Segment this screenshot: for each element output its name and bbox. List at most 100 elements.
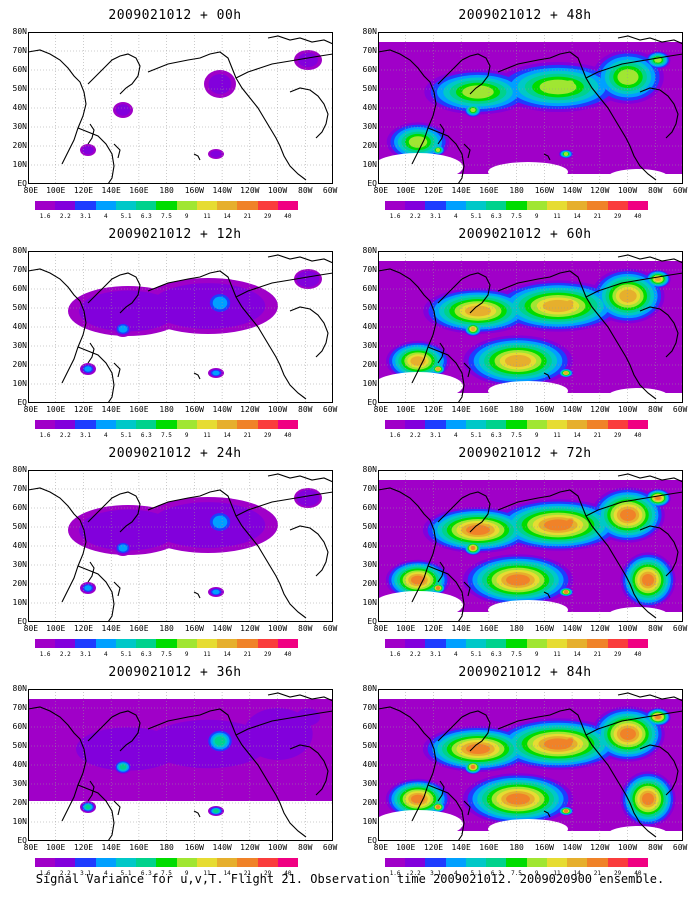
panel-title: 2009021012 + 48h — [458, 8, 592, 23]
lon-tick-label: 120W — [240, 186, 260, 195]
lat-tick-label: 60N — [362, 66, 377, 74]
colorbar-swatch — [35, 420, 56, 429]
colorbar-swatch — [546, 639, 568, 648]
lon-tick-label: 180 — [509, 405, 524, 414]
variance-contour — [654, 276, 662, 282]
lon-tick-label: 140E — [101, 843, 121, 852]
lon-tick-label: 140W — [562, 405, 582, 414]
lon-tick-label: 180 — [509, 186, 524, 195]
colorbar-swatch — [445, 201, 466, 210]
lat-tick-label: 60N — [362, 285, 377, 293]
map-frame — [28, 251, 333, 403]
colorbar-ticks: 1.6 2.2 3.1 4 5.1 6.3 7.5 9 11 14 21 29 40 — [385, 651, 648, 659]
colorbar-swatch — [587, 420, 608, 429]
colorbar-swatch — [237, 201, 258, 210]
colorbar-tick-label: 3.1 — [80, 651, 91, 658]
lon-tick-label: 140E — [101, 405, 121, 414]
coastline — [235, 53, 333, 79]
lon-tick-label: 100E — [396, 843, 416, 852]
map-panel: 2009021012 + 72h 80N 70N 60N 50N 40N 30N 20N 10N… — [355, 446, 695, 661]
variance-contour — [539, 79, 577, 95]
variance-map — [378, 32, 683, 184]
lon-tick-label: 60W — [322, 186, 338, 195]
colorbar-tick-label: 21 — [243, 651, 252, 658]
colorbar-swatch — [237, 639, 258, 648]
colorbar-swatch — [506, 201, 527, 210]
lat-tick-label: EQ — [367, 180, 377, 188]
lon-tick-label: 140E — [451, 405, 471, 414]
colorbar-swatch — [237, 858, 258, 867]
lat-tick-label: 60N — [12, 285, 27, 293]
variance-contour — [85, 805, 91, 809]
coastline — [77, 565, 115, 622]
variance-contour — [147, 719, 269, 769]
colorbar-tick-label: 2.2 — [59, 432, 71, 439]
lat-tick-label: 50N — [362, 304, 377, 312]
variance-contour — [436, 586, 440, 590]
colorbar-tick-label: 21 — [243, 870, 252, 877]
colorbar-swatch — [405, 420, 426, 429]
colorbar-swatch — [196, 858, 218, 867]
variance-contour — [471, 765, 475, 769]
lon-tick-label: 140W — [212, 624, 232, 633]
lon-tick-label: 80E — [373, 186, 389, 195]
colorbar-swatch — [176, 639, 197, 648]
coastline — [585, 53, 683, 79]
lat-tick-label: 80N — [362, 466, 377, 474]
lon-tick-label: 120E — [73, 843, 94, 852]
colorbar-swatch — [257, 858, 278, 867]
lon-tick-label: 80E — [373, 624, 389, 633]
colorbar-tick-label: 40 — [284, 651, 292, 658]
variance-contour — [506, 574, 530, 586]
coastline — [193, 372, 201, 380]
colorbar-swatch — [607, 639, 628, 648]
colorbar-tick-label: 1.6 — [39, 870, 51, 877]
colorbar-tick-label: 6.3 — [140, 651, 152, 658]
lon-tick-label: 120W — [240, 843, 260, 852]
coastline — [267, 473, 333, 483]
colorbar-tick-label: 4 — [103, 870, 108, 877]
colorbar — [35, 201, 299, 210]
coastline — [543, 372, 551, 380]
variance-contour — [212, 296, 228, 310]
colorbar-tick-label: 3.1 — [430, 213, 441, 220]
lat-tick-label: 60N — [12, 66, 27, 74]
colorbar-swatch — [217, 420, 238, 429]
lon-tick-label: 80E — [23, 843, 39, 852]
lat-tick-label: 20N — [362, 361, 377, 369]
lon-tick-label: 140E — [101, 624, 121, 633]
lat-tick-label: 10N — [362, 380, 377, 388]
colorbar-tick-label: 11 — [553, 213, 561, 220]
lon-tick-label: 140W — [212, 843, 232, 852]
variance-contour — [563, 152, 569, 156]
colorbar-ticks: 1.6 2.2 3.1 4 5.1 6.3 7.5 9 11 14 21 29 40 — [35, 651, 298, 659]
lat-tick-label: 30N — [12, 342, 27, 350]
lon-tick-label: 180 — [509, 624, 524, 633]
colorbar-swatch — [156, 420, 177, 429]
lon-tick-label: 80W — [298, 186, 313, 195]
coastline — [113, 362, 121, 378]
lat-tick-label: 20N — [12, 142, 27, 150]
colorbar-swatch — [486, 201, 507, 210]
colorbar-swatch — [587, 201, 608, 210]
lat-tick-label: 70N — [12, 266, 27, 274]
colorbar-swatch — [115, 420, 137, 429]
coastline — [87, 491, 141, 533]
lon-tick-label: 120W — [590, 624, 610, 633]
lat-tick-label: 50N — [12, 85, 27, 93]
lat-tick-label: 70N — [362, 266, 377, 274]
colorbar-tick-label: 2.2 — [409, 213, 421, 220]
coastline — [437, 342, 445, 364]
colorbar-swatch — [257, 639, 278, 648]
colorbar-swatch — [75, 420, 96, 429]
lon-tick-label: 160W — [534, 843, 554, 852]
colorbar-swatch — [607, 201, 628, 210]
coastline — [497, 708, 657, 838]
colorbar-tick-label: 2.2 — [59, 213, 71, 220]
variance-contour — [298, 52, 318, 68]
variance-contour — [436, 367, 440, 371]
lon-tick-label: 100E — [46, 405, 66, 414]
coastline — [585, 491, 683, 517]
figure-caption: Signal Variance for u,v,T. Flight 21. Ob… — [35, 872, 665, 886]
lon-tick-label: 160E — [129, 624, 149, 633]
